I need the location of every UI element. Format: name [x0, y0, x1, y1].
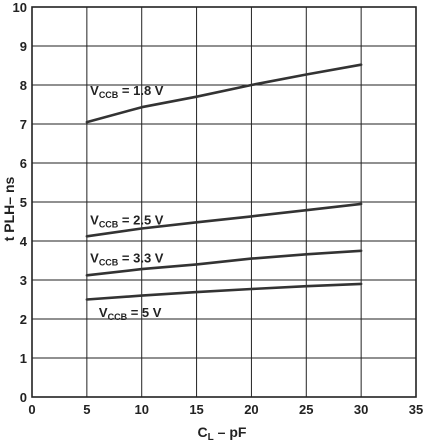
y-tick-label: 3	[20, 273, 27, 288]
tick-labels: 0 5 10 15 20 25 30 35 0 1 2 3 4 5 6 7 8 9 10	[13, 0, 424, 417]
grid-lines	[32, 7, 416, 397]
series-label-sub: CCB	[99, 220, 119, 230]
y-tick-label: 1	[20, 351, 27, 366]
series-line	[85, 282, 363, 301]
series-label-sub: CCB	[108, 312, 128, 322]
series-line	[85, 202, 363, 238]
series-label-main: V	[90, 213, 99, 228]
y-tick-label: 6	[20, 156, 27, 171]
x-tick-label: 20	[244, 402, 258, 417]
x-axis-title: CL – pF	[198, 424, 247, 441]
y-tick-label: 9	[20, 39, 27, 54]
series-label: VCCB = 5 V	[99, 305, 162, 322]
series-label-rest: = 5 V	[127, 305, 162, 320]
series-label-main: V	[90, 83, 99, 98]
series-label-rest: = 1.8 V	[118, 83, 163, 98]
y-tick-label: 7	[20, 117, 27, 132]
series-label-rest: = 3.3 V	[118, 250, 163, 265]
x-tick-label: 5	[83, 402, 90, 417]
x-tick-label: 25	[299, 402, 313, 417]
series-line	[85, 249, 363, 277]
x-tick-label: 35	[409, 402, 423, 417]
y-tick-label: 10	[13, 0, 27, 15]
series-label-sub: CCB	[99, 90, 119, 100]
y-axis-title: t PLH– ns	[1, 177, 17, 242]
y-tick-label: 0	[20, 390, 27, 405]
y-tick-label: 2	[20, 312, 27, 327]
series-label-sub: CCB	[99, 257, 119, 267]
series-lines	[85, 63, 363, 301]
y-tick-label: 4	[20, 234, 28, 249]
series-label: VCCB = 3.3 V	[90, 250, 164, 267]
series-label: VCCB = 2.5 V	[90, 213, 164, 230]
x-tick-label: 0	[28, 402, 35, 417]
series-label-main: V	[99, 305, 108, 320]
x-axis-title-sub: L	[208, 432, 214, 441]
series-label-rest: = 2.5 V	[118, 213, 163, 228]
x-axis-title-main: C	[198, 424, 208, 440]
plot-frame	[31, 6, 417, 398]
x-tick-label: 10	[134, 402, 148, 417]
y-tick-label: 5	[20, 195, 27, 210]
x-tick-label: 30	[354, 402, 368, 417]
series-line	[85, 63, 363, 124]
series-label-main: V	[90, 250, 99, 265]
series-label: VCCB = 1.8 V	[90, 83, 164, 100]
x-tick-label: 15	[189, 402, 203, 417]
x-axis-title-rest: – pF	[214, 424, 247, 440]
y-tick-label: 8	[20, 78, 27, 93]
